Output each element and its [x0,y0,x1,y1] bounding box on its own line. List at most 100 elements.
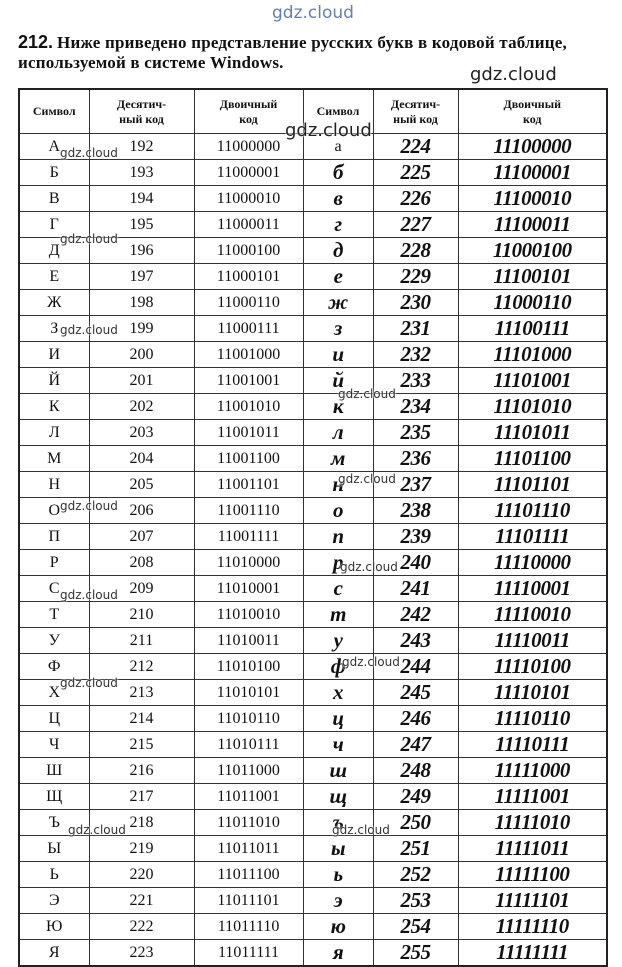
table-cell: 217 [88,783,195,810]
handwritten-cell: 11101010 [457,393,608,420]
table-cell: Г [18,211,90,238]
table-cell: 11011010 [193,809,304,836]
handwritten-cell: 11111010 [457,809,608,836]
table-cell: Ц [18,705,90,732]
table-cell: Л [18,419,90,446]
table-row: Г 195 11000011 г 227 11100011 [18,211,608,238]
table-cell: э [302,887,374,914]
table-cell: 198 [88,289,195,316]
table-cell: ф [302,653,374,680]
header-line: ный код [393,111,438,126]
table-cell: ж [302,289,374,316]
table-cell: Й [18,367,90,394]
exercise-number: 212. [18,32,54,52]
handwritten-cell: 11110000 [457,549,608,576]
exercise: 212. Ниже приведено представление русских… [18,32,604,73]
table-cell: С [18,575,90,602]
table-cell: ч [302,731,374,758]
handwritten-cell: 239 [372,523,459,550]
table-cell: 206 [88,497,195,524]
table-cell: 11001100 [193,445,304,472]
table-cell: у [302,627,374,654]
table-cell: 202 [88,393,195,420]
handwritten-cell: 11111101 [457,887,608,914]
table-row: Ы 219 11011011 ы 251 11111011 [18,835,608,862]
table-row: Э 221 11011101 э 253 11111101 [18,887,608,914]
table-cell: 11010111 [193,731,304,758]
table-cell: Щ [18,783,90,810]
table-cell: п [302,523,374,550]
handwritten-cell: 11000110 [457,289,608,316]
table-cell: а [302,133,374,160]
table-cell: 192 [88,133,195,160]
table-row: Т 210 11010010 т 242 11110010 [18,601,608,628]
table-cell: ш [302,757,374,784]
handwritten-cell: 225 [372,159,459,186]
table-cell: м [302,445,374,472]
handwritten-cell: 229 [372,263,459,290]
handwritten-cell: 231 [372,315,459,342]
table-cell: 11000101 [193,263,304,290]
table-row: У 211 11010011 у 243 11110011 [18,627,608,654]
handwritten-cell: 243 [372,627,459,654]
table-cell: Ф [18,653,90,680]
table-cell: 11010000 [193,549,304,576]
handwritten-cell: 248 [372,757,459,784]
column-header: Символ [302,88,374,134]
handwritten-cell: 11110111 [457,731,608,758]
table-row: Ф 212 11010100 ф 244 11110100 [18,653,608,680]
handwritten-cell: 11100000 [457,133,608,160]
table-cell: 216 [88,757,195,784]
header-line: Символ [316,104,360,118]
table-cell: Ш [18,757,90,784]
handwritten-cell: 11111001 [457,783,608,810]
watermark: gdz.cloud [60,323,118,337]
table-cell: 11001010 [193,393,304,420]
table-cell: 200 [88,341,195,368]
table-cell: 193 [88,159,195,186]
table-cell: 204 [88,445,195,472]
table-cell: У [18,627,90,654]
table-cell: 11011001 [193,783,304,810]
header-row: Символ Десятич-ный код Двоичный код Символ Де… [18,88,608,134]
table-cell: И [18,341,90,368]
table-cell: Ю [18,913,90,940]
table-row: Й 201 11001001 й 233 11101001 [18,367,608,394]
header-line: ный код [119,111,164,126]
table-cell: Э [18,887,90,914]
table-cell: 11011100 [193,861,304,888]
handwritten-cell: 11101111 [457,523,608,550]
column-header: Двоичный код [457,88,608,134]
table-row: Ц 214 11010110 ц 246 11110110 [18,705,608,732]
table-row: Ж 198 11000110 ж 230 11000110 [18,289,608,316]
handwritten-cell: 11000100 [457,237,608,264]
table-cell: 212 [88,653,195,680]
table-row: Ъ 218 11011010 ъ 250 11111010 [18,809,608,836]
table-cell: К [18,393,90,420]
handwritten-cell: 249 [372,783,459,810]
table-cell: 11000010 [193,185,304,212]
table-cell: с [302,575,374,602]
table-cell: Я [18,939,90,967]
handwritten-cell: 247 [372,731,459,758]
table-cell: 203 [88,419,195,446]
table-cell: я [302,939,374,967]
handwritten-cell: 11101110 [457,497,608,524]
handwritten-cell: 11110011 [457,627,608,654]
table-cell: 205 [88,471,195,498]
handwritten-cell: 236 [372,445,459,472]
table-cell: 11000100 [193,237,304,264]
header-line: Десятич- [390,96,441,111]
table-cell: 11000111 [193,315,304,342]
handwritten-cell: 224 [372,133,459,160]
table-row: М 204 11001100 м 236 11101100 [18,445,608,472]
table-cell: 11010001 [193,575,304,602]
handwritten-cell: 255 [372,939,459,967]
watermark: gdz.cloud [60,232,118,246]
watermark: gdz.cloud [60,588,118,602]
table-cell: и [302,341,374,368]
handwritten-cell: 227 [372,211,459,238]
handwritten-cell: 11111111 [457,939,608,967]
table-row: Щ 217 11011001 щ 249 11111001 [18,783,608,810]
page: 212. Ниже приведено представление русских… [18,3,608,967]
